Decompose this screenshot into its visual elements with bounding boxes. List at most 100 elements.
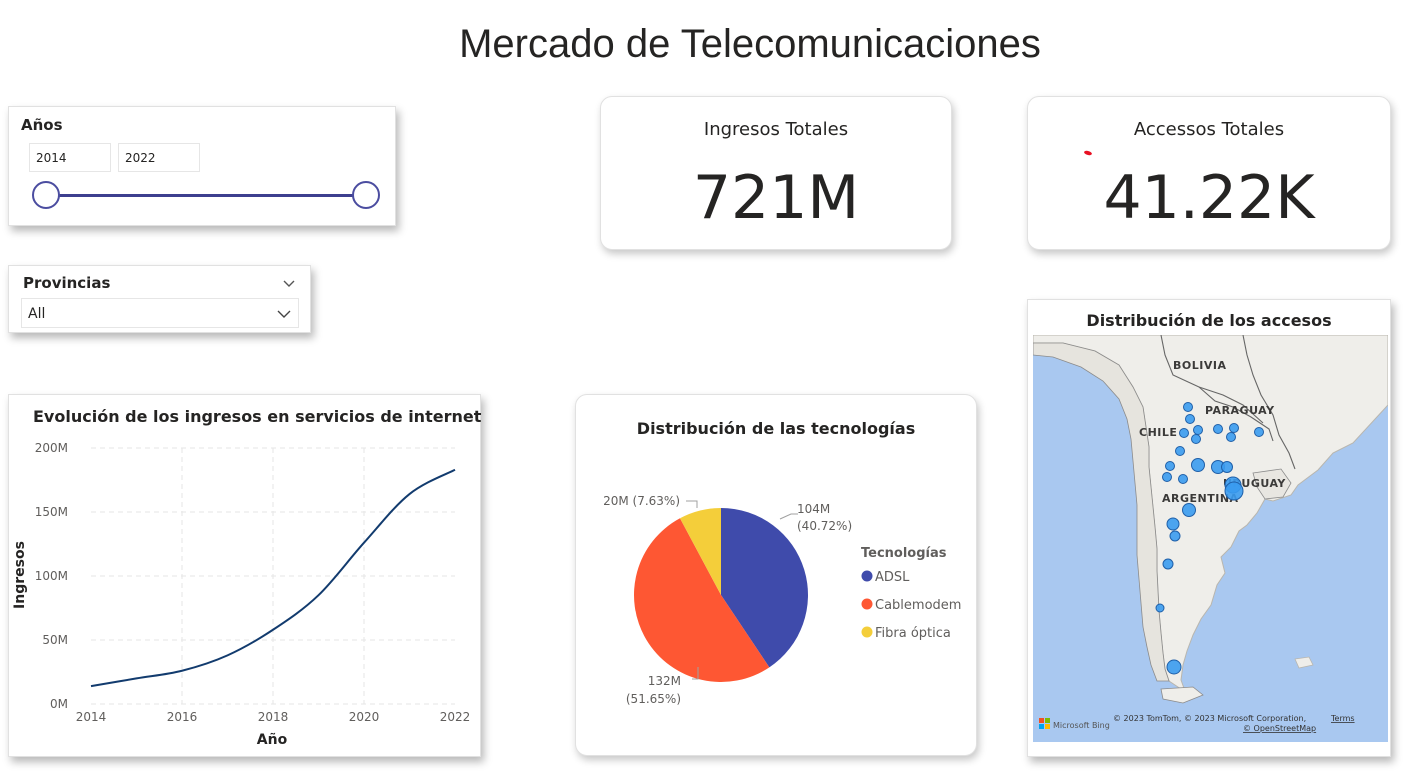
line-chart: 0M 50M 100M 150M 200M 2014 2016 2018 202… [12,441,471,748]
map-marker[interactable] [1179,428,1189,438]
map-card: Distribución de los accesos BOLIVIA PARA… [1027,299,1391,757]
country-label-bolivia: BOLIVIA [1173,359,1226,372]
legend-item-label[interactable]: Cablemodem [875,598,961,613]
kpi-card-accesos: Accessos Totales 41.22K [1027,96,1391,250]
year-slider-start-handle[interactable] [32,181,60,209]
years-slicer-label: Años [21,116,63,134]
map-brand: Microsoft Bing [1053,721,1110,730]
pie-chart: 104M (40.72%) 132M (51.65%) 20M (7.63%) … [603,494,961,706]
country-label-paraguay: PARAGUAY [1205,404,1275,417]
legend-title: Tecnologías [861,546,947,561]
land-north [1033,335,1388,693]
map-marker[interactable] [1221,461,1233,473]
y-tick-label: 100M [35,569,68,583]
map-marker[interactable] [1165,461,1175,471]
map-canvas: BOLIVIA PARAGUAY CHILE ARGENTINA URUGUAY… [1033,335,1388,733]
leader-line-adsl [779,513,798,520]
years-slicer: Años 2014 2022 [8,106,396,226]
leader-line-fibra [686,500,698,508]
year-start-input[interactable]: 2014 [29,143,111,172]
data-label-adsl-value: 104M [797,502,830,516]
map-marker[interactable] [1166,659,1182,675]
map-marker[interactable] [1185,414,1195,424]
country-label-chile: CHILE [1139,426,1177,439]
page-title: Mercado de Telecomunicaciones [459,22,1041,66]
map-osm-link[interactable]: © OpenStreetMap [1243,724,1316,733]
legend-item-label[interactable]: Fibra óptica [875,626,951,641]
map-marker[interactable] [1166,517,1180,531]
y-tick-label: 150M [35,505,68,519]
provinces-slicer-label: Provincias [23,274,111,292]
land-malvinas [1294,656,1314,669]
x-tick-label: 2016 [167,710,198,724]
data-label-fibra: 20M (7.63%) [603,494,680,508]
map-terms-link[interactable]: Terms [1330,714,1355,723]
year-end-input[interactable]: 2022 [118,143,200,172]
line-chart-card: Evolución de los ingresos en servicios d… [8,394,481,757]
uruguay-land [1252,468,1292,500]
y-tick-label: 50M [42,633,68,647]
land-tierra-del-fuego [1160,686,1204,704]
data-label-cablemodem-pct: (51.65%) [626,692,681,706]
map-marker[interactable] [1224,481,1244,501]
y-tick-label: 0M [50,697,68,711]
y-axis-title: Ingresos [12,541,28,609]
pie-chart-title: Distribución de las tecnologías [636,419,916,438]
map-marker[interactable] [1229,423,1239,433]
year-slider-track[interactable] [45,194,367,197]
chevron-down-icon [277,310,291,318]
pie-chart-card: Distribución de las tecnologías 104M (40… [575,394,977,756]
map-marker[interactable] [1162,558,1174,570]
map-marker[interactable] [1191,458,1205,472]
map-marker[interactable] [1213,424,1223,434]
line-chart-title: Evolución de los ingresos en servicios d… [33,407,482,426]
kpi-accesos-value: 41.22K [1103,163,1315,233]
kpi-ingresos-value: 721M [692,163,860,233]
map-marker[interactable] [1178,474,1188,484]
collapse-chevron-icon[interactable] [282,276,296,290]
map-marker[interactable] [1226,432,1236,442]
data-label-adsl-pct: (40.72%) [797,519,852,533]
kpi-ingresos-label: Ingresos Totales [703,119,849,140]
pie-slice-adsl[interactable] [721,508,808,668]
map-marker[interactable] [1182,503,1196,517]
map-marker[interactable] [1169,530,1181,542]
map-marker[interactable] [1155,603,1165,613]
leader-line-cablemodem [692,667,699,680]
data-label-cablemodem-value: 132M [648,674,681,688]
y-tick-label: 200M [35,441,68,455]
legend-marker [861,626,873,638]
bing-logo-icon [1039,718,1050,729]
map-title: Distribución de los accesos [1086,311,1332,330]
map-marker[interactable] [1175,446,1185,456]
pie-slice-cablemodem[interactable] [634,518,770,682]
map-copyright: © 2023 TomTom, © 2023 Microsoft Corporat… [1113,714,1306,723]
map-marker[interactable] [1191,434,1201,444]
kpi-accesos-label: Accessos Totales [1133,119,1285,140]
map-marker[interactable] [1193,425,1203,435]
pie-slice-fibra-óptica[interactable] [679,508,721,595]
kpi-card-ingresos: Ingresos Totales 721M [600,96,952,250]
line-series-path [90,468,456,688]
map-marker[interactable] [1254,427,1264,437]
red-mark [1083,150,1093,156]
legend-marker [861,570,873,582]
x-tick-label: 2014 [76,710,107,724]
legend-marker [861,598,873,610]
provinces-dropdown[interactable]: All [21,298,299,328]
x-axis-title: Año [257,732,288,748]
x-tick-label: 2022 [440,710,471,724]
x-tick-label: 2020 [349,710,380,724]
map-marker[interactable] [1162,472,1172,482]
border-brazil [1242,335,1296,470]
provinces-slicer: Provincias All [8,265,311,333]
map-marker[interactable] [1183,402,1193,412]
map-view[interactable]: BOLIVIA PARAGUAY CHILE ARGENTINA URUGUAY… [1033,335,1388,742]
country-label-argentina: ARGENTINA [1162,492,1239,505]
x-tick-label: 2018 [258,710,289,724]
legend-item-label[interactable]: ADSL [875,570,910,585]
land-chile-west [1033,342,1170,682]
year-slider-end-handle[interactable] [352,181,380,209]
provinces-dropdown-value: All [28,306,46,322]
border-paraguay [1198,386,1274,442]
